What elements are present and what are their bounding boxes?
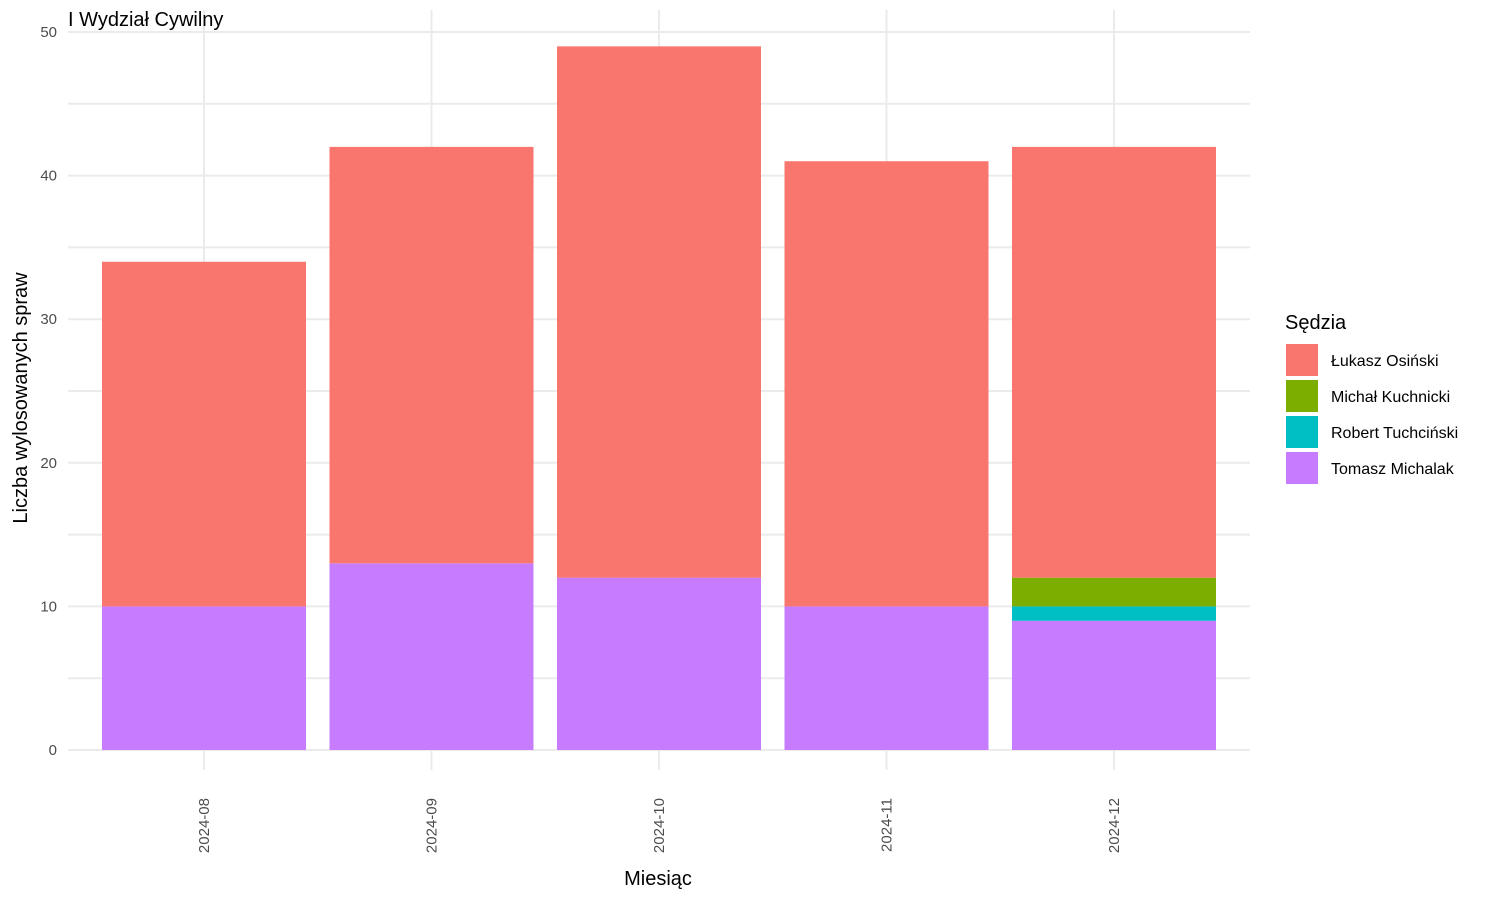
x-axis-title: Miesiąc (624, 868, 692, 890)
y-tick-labels: 0 10 20 30 40 50 (40, 24, 57, 759)
bar-segment (557, 577, 761, 750)
legend-label: Łukasz Osiński (1331, 353, 1439, 370)
bar-segment (557, 46, 761, 578)
bar-segment (784, 606, 989, 750)
chart-title: I Wydział Cywilny (68, 9, 223, 31)
x-tick-label: 2024-12 (1106, 798, 1123, 853)
bar-segment (784, 161, 989, 607)
y-tick-label: 0 (49, 742, 57, 759)
y-tick-label: 50 (40, 24, 57, 41)
y-tick-label: 20 (40, 455, 57, 472)
bar-segment (1012, 146, 1216, 578)
x-tick-label: 2024-09 (424, 798, 441, 853)
legend-item: Tomasz Michalak (1286, 452, 1455, 484)
x-tick-label: 2024-08 (196, 798, 213, 853)
bar-segment (1012, 606, 1216, 621)
y-tick-label: 10 (40, 598, 57, 615)
legend-label: Tomasz Michalak (1331, 461, 1455, 478)
legend-item: Łukasz Osiński (1286, 344, 1439, 376)
legend-item: Michał Kuchnicki (1286, 380, 1450, 412)
bar-segment (102, 261, 306, 607)
x-tick-label: 2024-11 (879, 798, 896, 852)
y-tick-label: 40 (40, 168, 57, 185)
legend-label: Michał Kuchnicki (1331, 389, 1450, 406)
legend: Sędzia Łukasz Osiński Michał Kuchnicki Rob… (1285, 312, 1458, 484)
legend-swatch (1286, 380, 1318, 412)
y-tick-label: 30 (40, 311, 57, 328)
legend-label: Robert Tuchciński (1331, 425, 1458, 442)
y-axis-title: Liczba wylosowanych spraw (10, 272, 32, 524)
bar-segment (329, 563, 534, 750)
bar-segment (329, 146, 534, 564)
x-tick-labels: 2024-08 2024-09 2024-10 2024-11 2024-12 (196, 798, 1123, 853)
bar-segment (102, 606, 306, 750)
bar-segment (1012, 577, 1216, 607)
legend-items: Łukasz Osiński Michał Kuchnicki Robert Tuc… (1286, 344, 1458, 484)
bars-layer (102, 46, 1216, 750)
legend-title: Sędzia (1285, 312, 1347, 334)
legend-swatch (1286, 344, 1318, 376)
bar-segment (1012, 620, 1216, 750)
legend-item: Robert Tuchciński (1286, 416, 1458, 448)
x-tick-label: 2024-10 (651, 798, 668, 853)
legend-swatch (1286, 416, 1318, 448)
legend-swatch (1286, 452, 1318, 484)
